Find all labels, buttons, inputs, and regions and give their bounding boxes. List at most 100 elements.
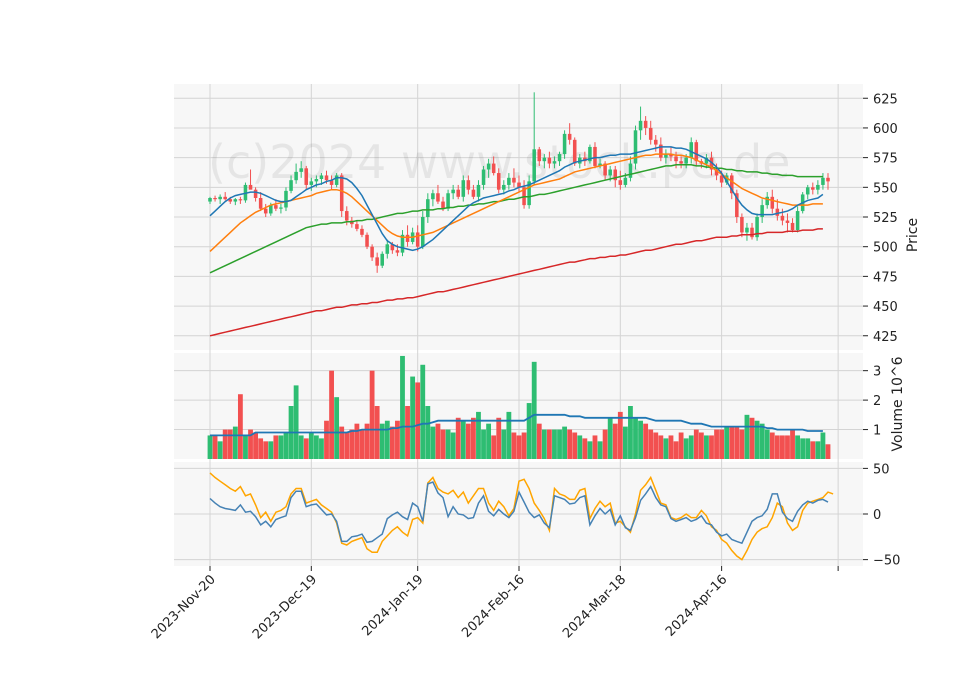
volume-bar <box>800 438 806 459</box>
candle <box>552 156 557 169</box>
volume-bar <box>744 414 750 459</box>
candle <box>532 92 536 185</box>
volume-bar <box>678 432 684 459</box>
candle-body <box>334 175 339 185</box>
candle <box>598 158 602 169</box>
candle-body <box>633 130 638 164</box>
candle <box>648 120 653 145</box>
volume-bar <box>476 411 481 459</box>
candle <box>562 130 567 159</box>
volume-bar <box>714 429 719 459</box>
candle <box>517 175 521 193</box>
candle <box>750 222 754 240</box>
candle <box>826 173 830 190</box>
candle-body <box>517 182 521 188</box>
candle <box>633 125 638 170</box>
candle-body <box>228 199 233 202</box>
moving-average-lines <box>209 146 824 337</box>
candle <box>588 144 592 164</box>
candle-body <box>400 234 405 253</box>
volume-bar <box>415 382 421 459</box>
volume-bar <box>217 441 223 459</box>
volume-bar <box>557 429 562 459</box>
candle-body <box>679 161 683 164</box>
candle <box>755 213 759 241</box>
volume-bar <box>313 435 319 459</box>
candle <box>304 165 309 190</box>
candle-body <box>314 179 319 182</box>
candle-body <box>420 217 425 247</box>
volume-bar <box>491 435 497 459</box>
volume-bar <box>319 438 324 459</box>
volume-bar <box>237 394 243 459</box>
volume-bar <box>268 441 274 459</box>
volume-bar <box>552 429 557 459</box>
candle <box>375 252 379 273</box>
candle <box>334 173 339 188</box>
candle <box>557 151 562 166</box>
candle-body <box>714 169 719 176</box>
candle-body <box>360 228 364 235</box>
candle-body <box>821 177 825 185</box>
candle <box>400 230 405 257</box>
candle-body <box>724 175 729 183</box>
candle-body <box>461 180 466 197</box>
candle <box>735 189 739 223</box>
candle-body <box>674 156 678 162</box>
volume-bar <box>521 432 527 459</box>
volume-bar <box>258 438 264 459</box>
ma-short-line <box>209 146 824 252</box>
candle-body <box>785 220 790 223</box>
candle <box>527 175 531 209</box>
volume-bar <box>663 438 669 459</box>
volume-bar <box>496 417 502 459</box>
candle <box>593 142 597 169</box>
candle <box>289 175 293 194</box>
oscillator-tick-label: 0 <box>873 508 881 523</box>
volume-bar <box>653 432 659 459</box>
candle-body <box>365 234 369 247</box>
candle <box>248 169 253 190</box>
volume-bar <box>704 435 709 459</box>
candle <box>507 173 511 190</box>
candle-body <box>319 175 324 179</box>
volume-bar <box>577 435 583 459</box>
volume-axis-label: Volume 10^6 <box>890 356 906 451</box>
volume-bar <box>420 364 426 459</box>
candle-body <box>218 196 222 200</box>
candle <box>547 151 552 169</box>
volume-bar <box>810 441 816 459</box>
volume-bar <box>435 423 441 459</box>
candle-body <box>613 169 618 181</box>
candle-body <box>811 187 815 190</box>
candle-body <box>527 181 531 206</box>
candle <box>385 239 390 259</box>
volume-bar <box>531 361 537 459</box>
candle <box>223 192 227 201</box>
candle <box>420 211 425 250</box>
candle <box>638 106 643 140</box>
candle-body <box>395 250 400 253</box>
candle-body <box>329 180 334 185</box>
volume-bar <box>445 429 451 459</box>
volume-bar <box>232 426 238 459</box>
candle-body <box>694 142 699 162</box>
volume-bar <box>293 385 299 459</box>
oscillator-tick-label: −50 <box>873 554 900 569</box>
volume-tick-label: 3 <box>873 365 881 380</box>
candle-body <box>304 168 309 185</box>
candle <box>456 184 460 200</box>
candle-body <box>567 133 572 140</box>
candle <box>355 220 359 232</box>
candle <box>704 154 709 169</box>
volume-bar <box>430 426 436 459</box>
candle <box>542 154 547 169</box>
candle-body <box>608 169 612 176</box>
volume-bar <box>248 429 253 459</box>
volume-bar <box>612 423 618 459</box>
candle-body <box>623 177 628 185</box>
volume-bar <box>734 426 740 459</box>
candle-body <box>547 157 552 164</box>
